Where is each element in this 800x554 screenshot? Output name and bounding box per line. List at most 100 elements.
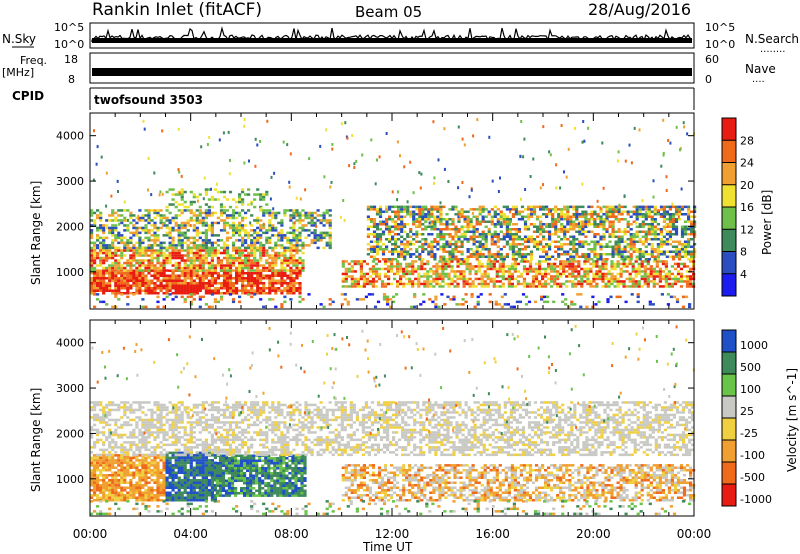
range-gate-cell <box>147 188 149 192</box>
range-gate-cell <box>581 215 585 218</box>
range-gate-cell <box>343 293 347 296</box>
range-gate-cell <box>156 279 160 282</box>
range-gate-cell <box>282 140 285 144</box>
range-gate-cell <box>441 262 445 266</box>
range-gate-cell <box>183 289 187 292</box>
range-gate-cell <box>562 270 566 273</box>
range-gate-cell <box>544 267 548 271</box>
range-gate-cell <box>415 240 419 243</box>
range-gate-cell <box>404 207 407 210</box>
range-gate-cell <box>123 287 127 290</box>
range-gate-cell <box>632 205 636 209</box>
range-gate-cell <box>289 274 293 277</box>
range-gate-cell <box>253 241 257 245</box>
range-gate-cell <box>484 220 488 223</box>
range-gate-cell <box>228 226 233 230</box>
range-gate-cell <box>556 272 560 276</box>
range-gate-cell <box>238 246 242 250</box>
range-gate-cell <box>511 255 515 258</box>
range-gate-cell <box>268 211 272 215</box>
range-gate-cell <box>201 244 205 247</box>
range-gate-cell <box>611 255 615 258</box>
range-gate-cell <box>671 205 676 209</box>
range-gate-cell <box>222 269 227 272</box>
range-gate-cell <box>592 272 596 276</box>
range-gate-cell <box>108 214 112 217</box>
range-gate-cell <box>659 240 663 243</box>
range-gate-cell <box>664 277 668 281</box>
range-gate-cell <box>216 282 220 285</box>
range-gate-cell <box>225 284 230 287</box>
range-gate-cell <box>586 277 590 281</box>
range-gate-cell <box>602 205 606 209</box>
range-gate-cell <box>680 250 685 253</box>
range-gate-cell <box>228 266 233 270</box>
range-gate-cell <box>177 239 181 242</box>
range-gate-cell <box>108 269 112 272</box>
range-gate-cell <box>192 236 196 240</box>
range-gate-cell <box>400 250 404 253</box>
range-gate-cell <box>174 279 178 282</box>
range-gate-cell <box>298 216 302 220</box>
range-gate-cell <box>520 210 525 213</box>
range-gate-cell <box>183 272 187 275</box>
range-gate-cell <box>484 243 488 246</box>
range-gate-cell <box>481 210 485 213</box>
range-gate-cell <box>569 218 573 221</box>
range-gate-cell <box>381 253 386 256</box>
range-gate-cell <box>644 258 648 261</box>
range-gate-cell <box>563 170 565 174</box>
range-gate-cell <box>168 261 172 265</box>
range-gate-cell <box>418 258 422 261</box>
range-gate-cell <box>428 221 431 225</box>
range-gate-cell <box>554 218 558 221</box>
range-gate-cell <box>102 479 106 482</box>
range-gate-cell <box>433 240 437 243</box>
range-gate-cell <box>299 197 302 201</box>
range-gate-cell <box>542 248 546 251</box>
range-gate-cell <box>690 228 694 231</box>
range-gate-cell <box>241 277 245 280</box>
range-gate-cell <box>641 220 645 223</box>
range-gate-cell <box>550 285 554 288</box>
range-gate-cell <box>602 238 606 241</box>
range-gate-cell <box>247 193 251 196</box>
range-gate-cell <box>495 267 499 271</box>
range-gate-cell <box>147 246 151 250</box>
range-gate-cell <box>222 277 227 280</box>
range-gate-cell <box>147 289 151 292</box>
range-gate-cell <box>563 243 567 246</box>
range-gate-cell <box>526 245 531 248</box>
range-gate-cell <box>541 272 545 276</box>
range-gate-cell <box>520 253 525 256</box>
range-gate-cell <box>534 262 539 266</box>
range-gate-cell <box>244 249 248 252</box>
range-gate-cell <box>144 292 148 295</box>
range-gate-cell <box>159 279 163 282</box>
range-gate-cell <box>390 267 394 271</box>
range-gate-cell <box>268 269 272 272</box>
range-gate-cell <box>444 260 448 263</box>
range-gate-cell <box>292 264 296 267</box>
range-gate-cell <box>426 277 430 281</box>
range-gate-cell <box>268 236 272 240</box>
freq-band <box>92 68 692 76</box>
range-gate-cell <box>563 208 567 211</box>
range-gate-cell <box>590 210 594 213</box>
range-gate-cell <box>653 218 657 221</box>
range-gate-cell <box>368 282 372 286</box>
range-gate-cell <box>114 466 118 469</box>
range-gate-cell <box>156 300 160 304</box>
range-gate-cell <box>534 277 539 281</box>
range-gate-cell <box>499 225 503 228</box>
range-gate-cell <box>238 249 242 252</box>
range-gate-cell <box>658 275 662 278</box>
range-gate-cell <box>219 287 224 290</box>
range-gate-cell <box>369 208 374 211</box>
range-gate-cell <box>670 285 674 288</box>
range-gate-cell <box>135 261 139 265</box>
range-gate-cell <box>286 239 290 242</box>
range-gate-cell <box>626 245 630 248</box>
range-gate-cell <box>581 228 585 231</box>
